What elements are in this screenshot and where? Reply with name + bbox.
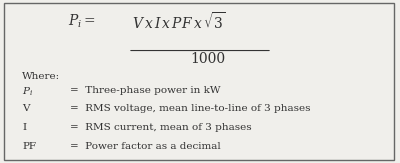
Text: $P_i$: $P_i$ [22,86,33,98]
Text: I: I [22,123,26,132]
Text: =  Power factor as a decimal: = Power factor as a decimal [70,142,221,151]
Text: V: V [22,104,30,113]
FancyBboxPatch shape [4,3,394,160]
Text: =  RMS current, mean of 3 phases: = RMS current, mean of 3 phases [70,123,252,132]
Text: =  RMS voltage, mean line-to-line of 3 phases: = RMS voltage, mean line-to-line of 3 ph… [70,104,310,113]
Text: $P_i =$: $P_i =$ [68,13,96,30]
Text: =  Three-phase power in kW: = Three-phase power in kW [70,86,220,95]
Text: PF: PF [22,142,36,151]
Text: 1000: 1000 [190,52,225,66]
Text: $V \, x \, I \, x \, PF \, x \, \sqrt{3}$: $V \, x \, I \, x \, PF \, x \, \sqrt{3}… [132,11,226,32]
Text: Where:: Where: [22,72,60,81]
